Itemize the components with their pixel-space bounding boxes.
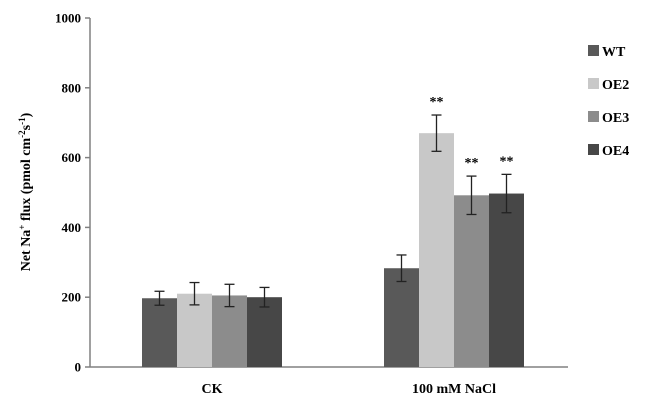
legend: WT OE2 OE3 OE4 bbox=[588, 45, 629, 159]
significance-label: ** bbox=[430, 95, 444, 110]
bar bbox=[177, 293, 212, 367]
y-tick-label: 0 bbox=[75, 360, 82, 375]
bar bbox=[489, 193, 524, 367]
y-tick-label: 600 bbox=[62, 150, 82, 165]
y-tick-group: 0 200 400 600 800 1000 bbox=[55, 11, 90, 375]
bar bbox=[212, 295, 247, 367]
y-tick-label: 200 bbox=[62, 290, 82, 305]
legend-label: OE2 bbox=[602, 78, 629, 93]
y-axis-title-part-2: flux (pmol cm bbox=[19, 137, 34, 224]
y-axis-title-part-4: ) bbox=[19, 112, 34, 117]
bar bbox=[384, 268, 419, 367]
bar bbox=[419, 133, 454, 367]
error-bar-group bbox=[154, 114, 512, 308]
y-axis-title-part-1: Net Na bbox=[19, 230, 34, 272]
x-category-label: 100 mM NaCl bbox=[412, 382, 496, 397]
significance-label: ** bbox=[465, 156, 479, 171]
y-tick-label: 1000 bbox=[55, 11, 81, 26]
y-tick-label: 800 bbox=[62, 80, 82, 95]
bar bbox=[247, 297, 282, 367]
legend-label: OE3 bbox=[602, 111, 629, 126]
y-axis-title: Net Na+ flux (pmol cm-2s-1) bbox=[17, 112, 34, 271]
bar bbox=[142, 298, 177, 367]
bar bbox=[454, 195, 489, 367]
legend-label: OE4 bbox=[602, 144, 629, 159]
y-axis-title-superscript-1: + bbox=[17, 225, 27, 230]
bar-group bbox=[142, 133, 524, 367]
y-axis-title-superscript-2: -2 bbox=[17, 130, 27, 138]
significance-label: ** bbox=[500, 154, 514, 169]
legend-label: WT bbox=[602, 45, 626, 60]
legend-swatch bbox=[588, 144, 599, 155]
y-axis-title-superscript-3: -1 bbox=[17, 117, 27, 125]
y-tick-label: 400 bbox=[62, 220, 82, 235]
legend-swatch bbox=[588, 45, 599, 56]
category-label-group: CK 100 mM NaCl bbox=[202, 382, 497, 397]
legend-swatch bbox=[588, 78, 599, 89]
x-category-label: CK bbox=[202, 382, 223, 397]
y-axis-title-part-3: s bbox=[19, 124, 34, 130]
legend-swatch bbox=[588, 111, 599, 122]
significance-group: ** ** ** bbox=[430, 95, 514, 171]
